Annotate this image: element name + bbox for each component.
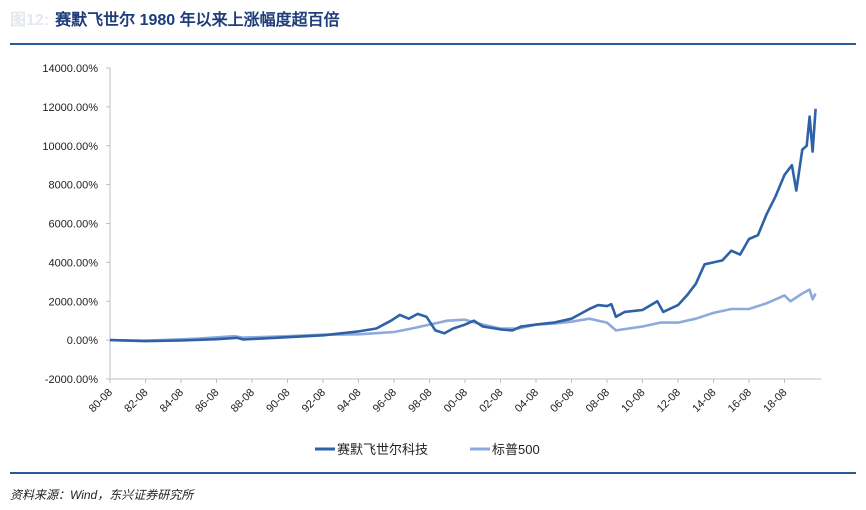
x-tick-label: 00-08 — [442, 387, 470, 415]
figure-number: 图12: — [10, 12, 50, 29]
legend-label: 标普500 — [492, 442, 540, 457]
x-tick-label: 82-08 — [122, 387, 150, 415]
y-tick-label: 14000.00% — [42, 63, 98, 75]
legend-label: 赛默飞世尔科技 — [337, 442, 428, 457]
footer-divider — [10, 472, 856, 474]
x-tick-label: 88-08 — [229, 387, 257, 415]
header-divider — [10, 43, 856, 45]
y-tick-label: 4000.00% — [48, 257, 98, 269]
x-tick-label: 04-08 — [513, 387, 541, 415]
x-tick-label: 08-08 — [584, 387, 612, 415]
x-tick-label: 18-08 — [761, 387, 789, 415]
x-tick-label: 80-08 — [87, 387, 115, 415]
x-tick-label: 10-08 — [619, 387, 647, 415]
y-tick-label: 0.00% — [67, 335, 98, 347]
x-tick-label: 02-08 — [477, 387, 505, 415]
x-tick-label: 06-08 — [548, 387, 576, 415]
x-tick-label: 86-08 — [193, 387, 221, 415]
x-tick-label: 16-08 — [726, 387, 754, 415]
series-line — [109, 288, 817, 342]
x-tick-label: 90-08 — [264, 387, 292, 415]
y-tick-label: 12000.00% — [42, 102, 98, 114]
x-tick-label: 84-08 — [158, 387, 186, 415]
source-note: 资料来源：Wind，东兴证券研究所 — [10, 488, 194, 502]
y-tick-label: 6000.00% — [48, 219, 98, 231]
series-line — [109, 108, 817, 343]
y-tick-label: -2000.00% — [45, 374, 98, 386]
chart-title: 赛默飞世尔 1980 年以来上涨幅度超百倍 — [55, 12, 340, 29]
y-tick-label: 2000.00% — [48, 296, 98, 308]
x-tick-label: 14-08 — [690, 387, 718, 415]
y-tick-label: 10000.00% — [42, 141, 98, 153]
x-tick-label: 12-08 — [655, 387, 683, 415]
x-tick-label: 92-08 — [300, 387, 328, 415]
x-tick-label: 96-08 — [371, 387, 399, 415]
y-tick-label: 8000.00% — [48, 180, 98, 192]
x-tick-label: 98-08 — [406, 387, 434, 415]
x-tick-label: 94-08 — [335, 387, 363, 415]
page-title: 图12: 赛默飞世尔 1980 年以来上涨幅度超百倍 — [10, 6, 340, 30]
line-chart: -2000.00% 0.00% 2000.00% 4000.00% 6000.00% 80… — [42, 63, 821, 457]
